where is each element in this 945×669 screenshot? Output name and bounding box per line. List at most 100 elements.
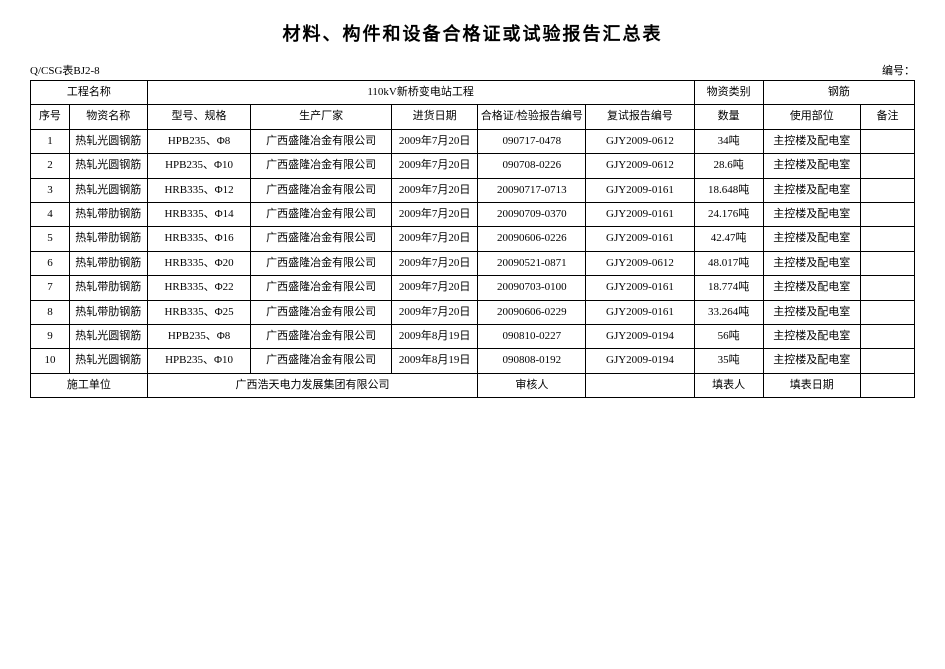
table-row: 7热轧带肋钢筋HRB335、Φ22广西盛隆冶金有限公司2009年7月20日200… — [31, 276, 915, 300]
col-material-name: 物资名称 — [69, 105, 147, 129]
cell-remark — [860, 324, 914, 348]
meta-row: Q/CSG表BJ2-8 编号： — [30, 62, 915, 78]
cell-retest_no: GJY2009-0161 — [586, 300, 694, 324]
col-manufacturer: 生产厂家 — [251, 105, 391, 129]
cell-use_location: 主控楼及配电室 — [763, 251, 860, 275]
cell-qty: 18.774吨 — [694, 276, 763, 300]
cell-retest_no: GJY2009-0161 — [586, 202, 694, 226]
cell-retest_no: GJY2009-0612 — [586, 251, 694, 275]
cell-manufacturer: 广西盛隆冶金有限公司 — [251, 202, 391, 226]
cell-cert_no: 20090717-0713 — [478, 178, 586, 202]
reviewer-value — [586, 373, 694, 397]
cell-qty: 42.47吨 — [694, 227, 763, 251]
table-row: 1热轧光圆钢筋HPB235、Φ8广西盛隆冶金有限公司2009年7月20日0907… — [31, 129, 915, 153]
construction-unit-label: 施工单位 — [31, 373, 148, 397]
cell-arrival_date: 2009年7月20日 — [391, 227, 477, 251]
cell-arrival_date: 2009年7月20日 — [391, 276, 477, 300]
cell-manufacturer: 广西盛隆冶金有限公司 — [251, 300, 391, 324]
col-spec: 型号、规格 — [147, 105, 251, 129]
cell-seq: 2 — [31, 154, 70, 178]
summary-table: 工程名称 110kV新桥变电站工程 物资类别 钢筋 序号 物资名称 型号、规格 … — [30, 80, 915, 398]
cell-qty: 24.176吨 — [694, 202, 763, 226]
cell-retest_no: GJY2009-0194 — [586, 349, 694, 373]
cell-manufacturer: 广西盛隆冶金有限公司 — [251, 227, 391, 251]
cell-remark — [860, 300, 914, 324]
cell-material_name: 热轧带肋钢筋 — [69, 276, 147, 300]
cell-cert_no: 20090606-0226 — [478, 227, 586, 251]
header-row-project: 工程名称 110kV新桥变电站工程 物资类别 钢筋 — [31, 81, 915, 105]
cell-manufacturer: 广西盛隆冶金有限公司 — [251, 349, 391, 373]
cell-retest_no: GJY2009-0194 — [586, 324, 694, 348]
cell-seq: 9 — [31, 324, 70, 348]
cell-seq: 3 — [31, 178, 70, 202]
cell-qty: 18.648吨 — [694, 178, 763, 202]
cell-use_location: 主控楼及配电室 — [763, 178, 860, 202]
cell-material_name: 热轧光圆钢筋 — [69, 349, 147, 373]
col-cert-no: 合格证/检验报告编号 — [478, 105, 586, 129]
cell-spec: HRB335、Φ22 — [147, 276, 251, 300]
cell-use_location: 主控楼及配电室 — [763, 349, 860, 373]
table-row: 9热轧光圆钢筋HPB235、Φ8广西盛隆冶金有限公司2009年8月19日0908… — [31, 324, 915, 348]
cell-cert_no: 20090709-0370 — [478, 202, 586, 226]
col-arrival-date: 进货日期 — [391, 105, 477, 129]
cell-material_name: 热轧带肋钢筋 — [69, 202, 147, 226]
cell-arrival_date: 2009年7月20日 — [391, 300, 477, 324]
cell-arrival_date: 2009年7月20日 — [391, 251, 477, 275]
cell-retest_no: GJY2009-0161 — [586, 276, 694, 300]
table-row: 8热轧带肋钢筋HRB335、Φ25广西盛隆冶金有限公司2009年7月20日200… — [31, 300, 915, 324]
cell-remark — [860, 129, 914, 153]
cell-spec: HRB335、Φ16 — [147, 227, 251, 251]
cell-material_name: 热轧光圆钢筋 — [69, 154, 147, 178]
cell-arrival_date: 2009年7月20日 — [391, 202, 477, 226]
table-row: 2热轧光圆钢筋HPB235、Φ10广西盛隆冶金有限公司2009年7月20日090… — [31, 154, 915, 178]
cell-manufacturer: 广西盛隆冶金有限公司 — [251, 178, 391, 202]
cell-use_location: 主控楼及配电室 — [763, 324, 860, 348]
cell-spec: HRB335、Φ12 — [147, 178, 251, 202]
cell-material_name: 热轧带肋钢筋 — [69, 251, 147, 275]
form-code: Q/CSG表BJ2-8 — [30, 62, 100, 78]
cell-arrival_date: 2009年7月20日 — [391, 129, 477, 153]
cell-seq: 5 — [31, 227, 70, 251]
cell-cert_no: 090717-0478 — [478, 129, 586, 153]
footer-row: 施工单位 广西浩天电力发展集团有限公司 审核人 填表人 填表日期 — [31, 373, 915, 397]
cell-remark — [860, 251, 914, 275]
cell-material_name: 热轧光圆钢筋 — [69, 178, 147, 202]
col-use-location: 使用部位 — [763, 105, 860, 129]
filler-label: 填表人 — [694, 373, 763, 397]
table-row: 5热轧带肋钢筋HRB335、Φ16广西盛隆冶金有限公司2009年7月20日200… — [31, 227, 915, 251]
cell-cert_no: 090808-0192 — [478, 349, 586, 373]
table-row: 6热轧带肋钢筋HRB335、Φ20广西盛隆冶金有限公司2009年7月20日200… — [31, 251, 915, 275]
column-header-row: 序号 物资名称 型号、规格 生产厂家 进货日期 合格证/检验报告编号 复试报告编… — [31, 105, 915, 129]
table-row: 4热轧带肋钢筋HRB335、Φ14广西盛隆冶金有限公司2009年7月20日200… — [31, 202, 915, 226]
cell-use_location: 主控楼及配电室 — [763, 227, 860, 251]
col-retest-no: 复试报告编号 — [586, 105, 694, 129]
doc-no-label: 编号： — [882, 65, 915, 77]
cell-seq: 1 — [31, 129, 70, 153]
cell-seq: 6 — [31, 251, 70, 275]
cell-remark — [860, 227, 914, 251]
project-name-value: 110kV新桥变电站工程 — [147, 81, 694, 105]
cell-arrival_date: 2009年8月19日 — [391, 324, 477, 348]
col-seq: 序号 — [31, 105, 70, 129]
cell-remark — [860, 202, 914, 226]
reviewer-label: 审核人 — [478, 373, 586, 397]
cell-qty: 35吨 — [694, 349, 763, 373]
cell-seq: 4 — [31, 202, 70, 226]
fill-date-value — [860, 373, 914, 397]
cell-qty: 28.6吨 — [694, 154, 763, 178]
project-name-label: 工程名称 — [31, 81, 148, 105]
cell-use_location: 主控楼及配电室 — [763, 276, 860, 300]
cell-material_name: 热轧带肋钢筋 — [69, 227, 147, 251]
cell-remark — [860, 154, 914, 178]
cell-retest_no: GJY2009-0161 — [586, 227, 694, 251]
col-remark: 备注 — [860, 105, 914, 129]
cell-qty: 33.264吨 — [694, 300, 763, 324]
cell-qty: 56吨 — [694, 324, 763, 348]
cell-material_name: 热轧带肋钢筋 — [69, 300, 147, 324]
cell-retest_no: GJY2009-0161 — [586, 178, 694, 202]
cell-remark — [860, 276, 914, 300]
cell-manufacturer: 广西盛隆冶金有限公司 — [251, 251, 391, 275]
cell-material_name: 热轧光圆钢筋 — [69, 129, 147, 153]
cell-spec: HPB235、Φ10 — [147, 349, 251, 373]
cell-remark — [860, 178, 914, 202]
